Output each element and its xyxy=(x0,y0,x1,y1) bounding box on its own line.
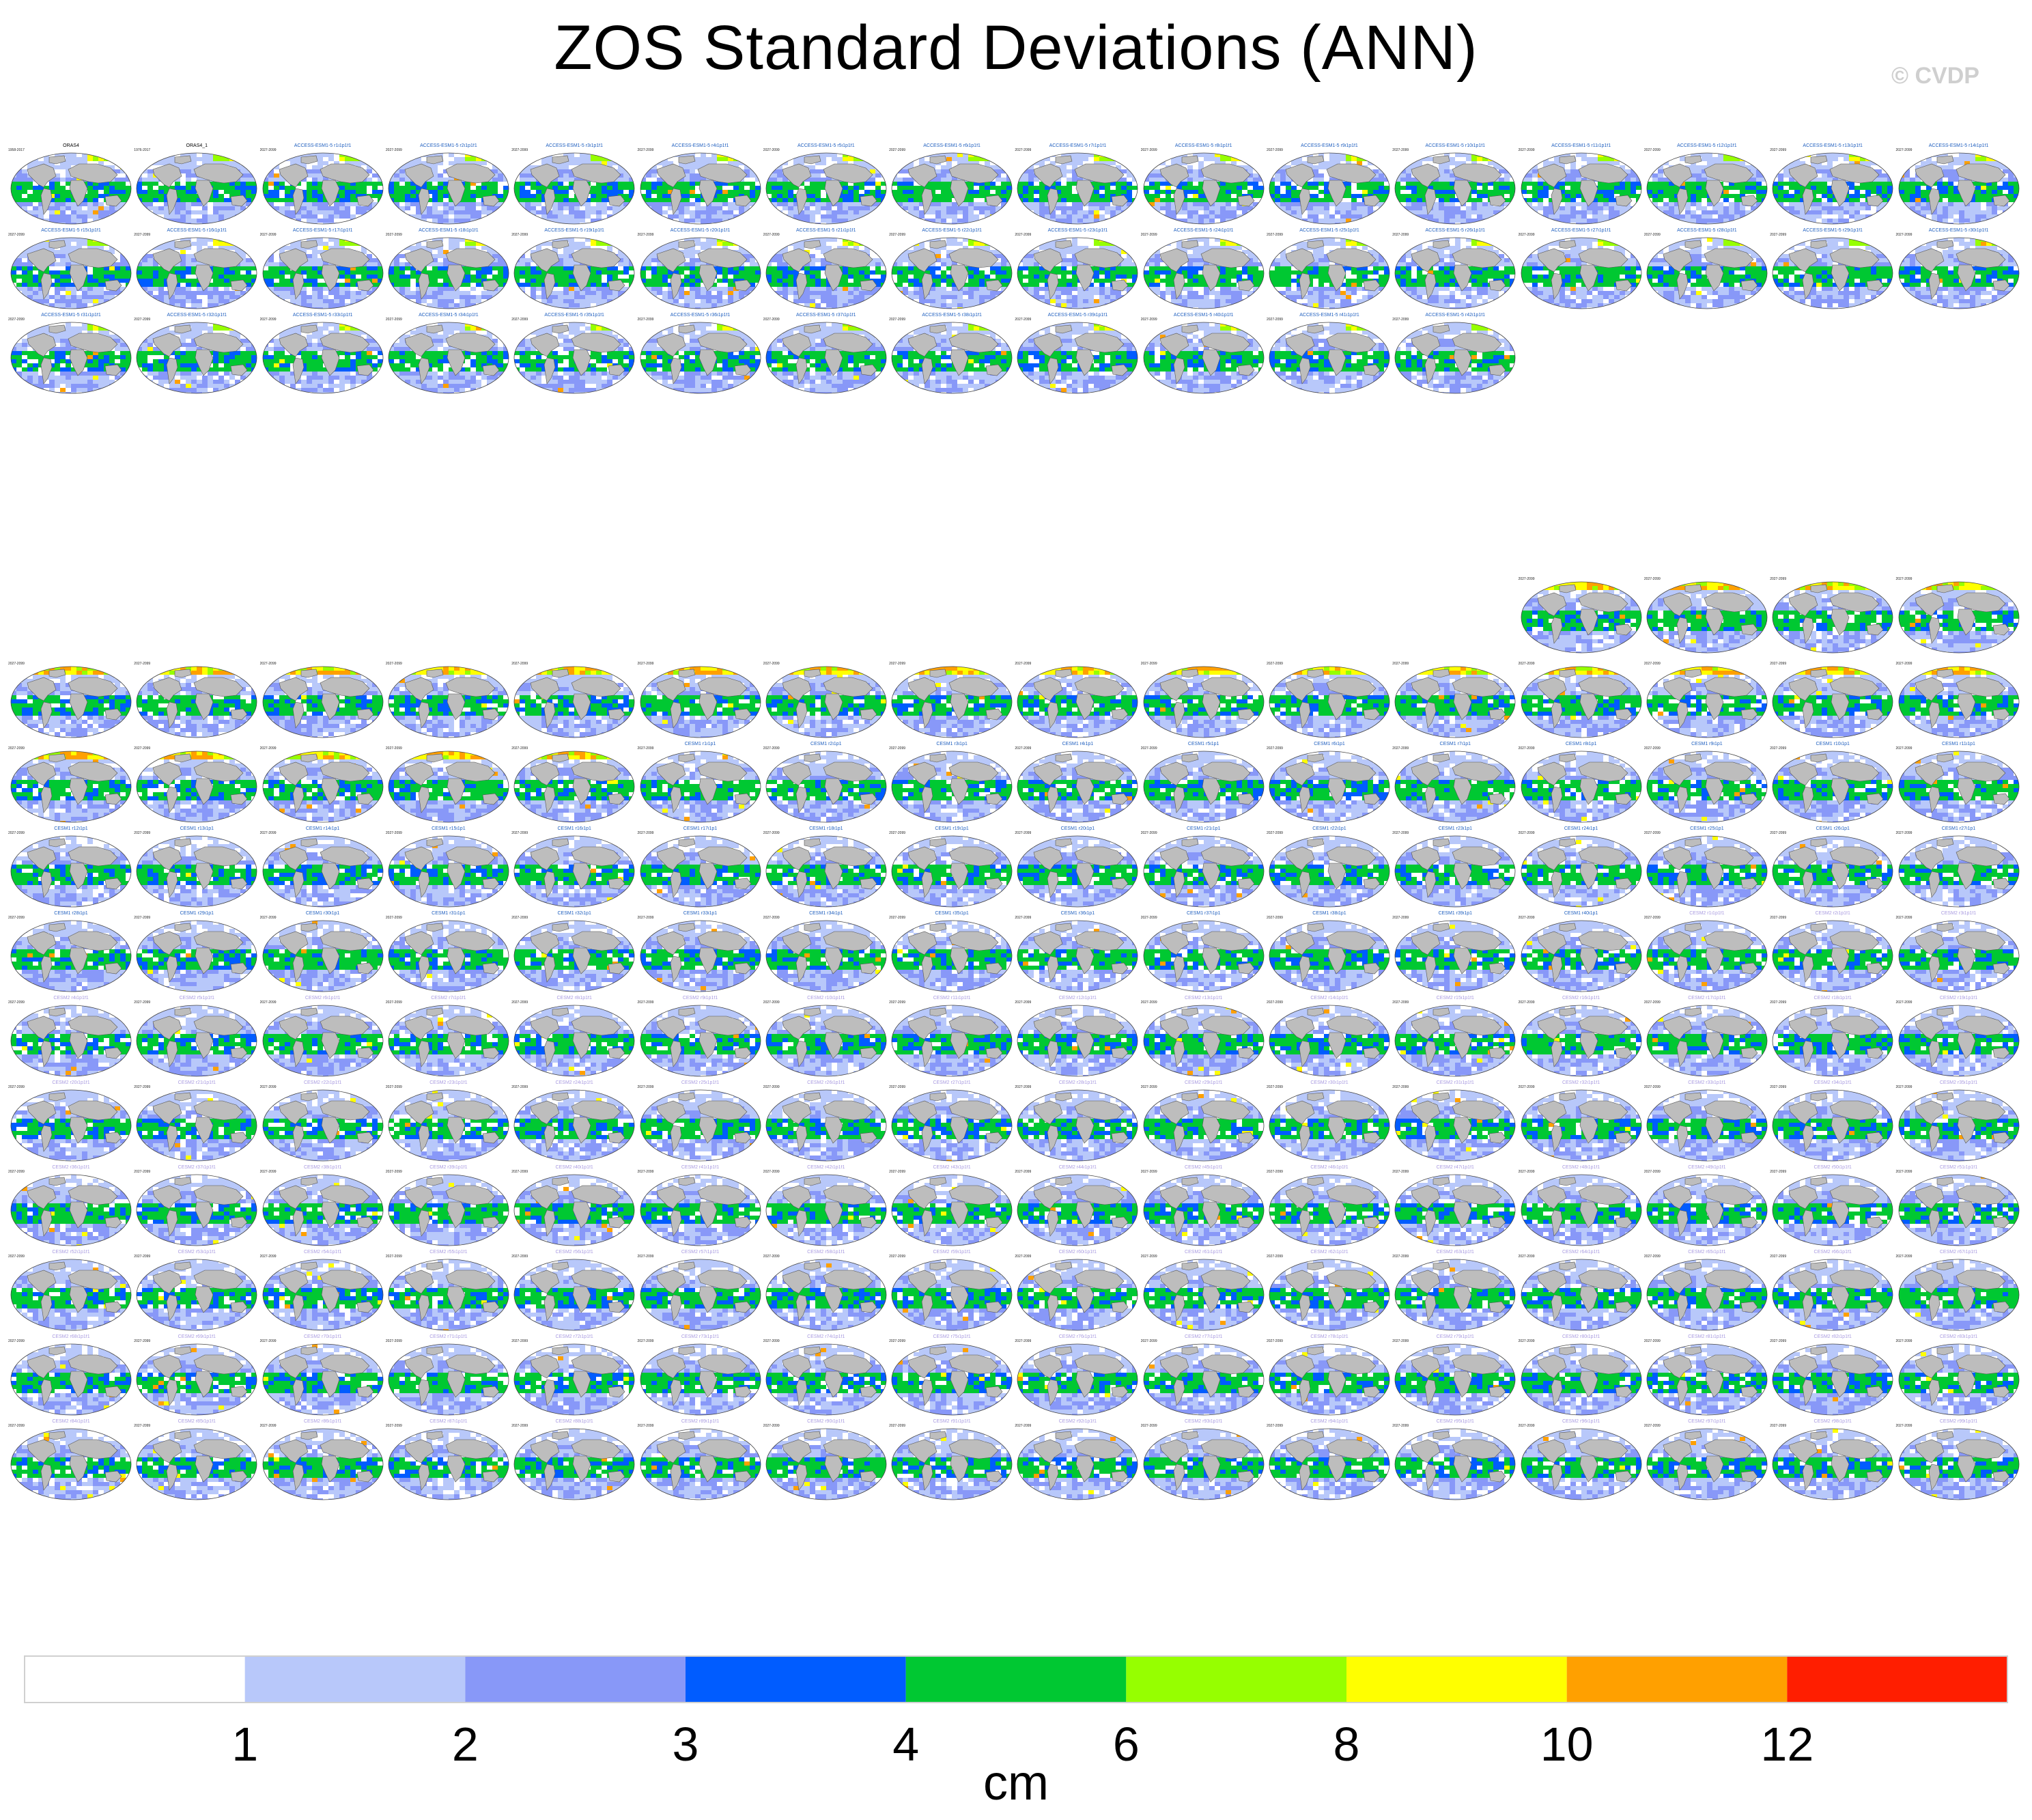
colorbar-tick-label: 3 xyxy=(673,1718,699,1771)
colorbar-tick-label: 1 xyxy=(231,1718,258,1771)
colorbar-swatch xyxy=(1567,1656,1788,1703)
colorbar-swatch xyxy=(245,1656,466,1703)
colorbar-tick-label: 2 xyxy=(452,1718,479,1771)
colorbar-swatch xyxy=(25,1656,245,1703)
colorbar-tick-label: 10 xyxy=(1540,1718,1594,1771)
colorbar-tick-label: 8 xyxy=(1334,1718,1360,1771)
colorbar-unit-label: cm xyxy=(983,1756,1049,1810)
colorbar-swatch xyxy=(906,1656,1127,1703)
colorbar-tick-label: 4 xyxy=(892,1718,919,1771)
colorbar-tick-label: 12 xyxy=(1760,1718,1814,1771)
colorbar-swatch xyxy=(465,1656,686,1703)
colorbar-swatch xyxy=(1787,1656,2007,1703)
colorbar-swatch xyxy=(686,1656,906,1703)
colorbar-swatch xyxy=(1126,1656,1346,1703)
colorbar-tick-label: 6 xyxy=(1113,1718,1140,1771)
colorbar-swatch xyxy=(1346,1656,1567,1703)
